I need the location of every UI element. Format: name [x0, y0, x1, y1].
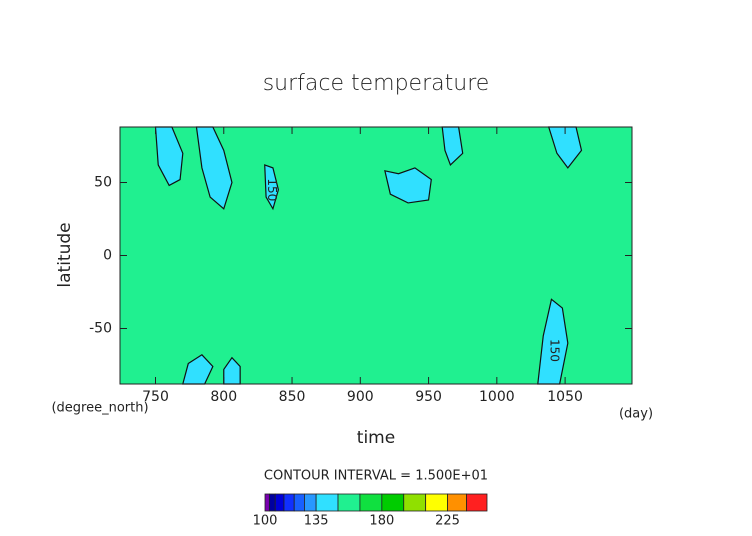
x-tick-label: 950	[415, 389, 442, 405]
colorbar-box	[337, 493, 361, 512]
colorbar-box	[268, 493, 276, 512]
colorbar-box	[315, 493, 339, 512]
contour-label: 150	[265, 178, 279, 201]
colorbar-box	[274, 493, 285, 512]
x-tick-label: 1000	[479, 389, 515, 405]
chart-title: surface temperature	[263, 71, 490, 96]
colorbar-box	[283, 493, 295, 512]
colorbar-tick-label: 100	[253, 514, 278, 529]
x-unit-label: (day)	[619, 407, 653, 422]
colorbar-box	[466, 493, 488, 512]
contour-region	[384, 167, 432, 204]
contour-note: CONTOUR INTERVAL = 1.500E+01	[264, 469, 488, 484]
colorbar-box	[359, 493, 383, 512]
colorbar-box	[447, 493, 467, 512]
x-tick-label: 1050	[547, 389, 583, 405]
y-tick-label: 50	[94, 174, 112, 190]
colorbar-box	[304, 493, 317, 512]
y-tick-label: 0	[103, 248, 112, 264]
colorbar-box	[381, 493, 405, 512]
colorbar-tick-label: 180	[369, 514, 394, 529]
y-tick-label: -50	[89, 321, 112, 337]
colorbar-box	[425, 493, 448, 512]
x-tick-label: 850	[279, 389, 306, 405]
contour-region	[195, 126, 233, 210]
colorbar-tick-label: 135	[304, 514, 329, 529]
colorbar-box	[293, 493, 305, 512]
x-tick-label: 750	[142, 389, 169, 405]
contour-region	[264, 164, 279, 211]
colorbar-tick-label: 225	[435, 514, 460, 529]
x-axis-label: time	[357, 428, 395, 448]
colorbar-box	[264, 493, 270, 512]
contour-label: 150	[548, 339, 562, 362]
y-axis-label: latitude	[55, 222, 75, 287]
x-tick-label: 900	[347, 389, 374, 405]
colorbar-box	[403, 493, 427, 512]
y-unit-label: (degree_north)	[51, 401, 148, 416]
x-tick-label: 800	[210, 389, 237, 405]
